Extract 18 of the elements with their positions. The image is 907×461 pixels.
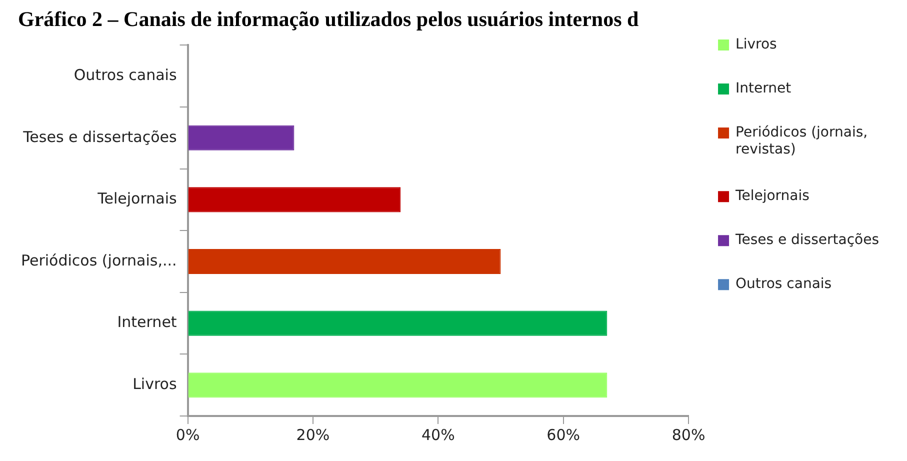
x-tick-label: 60% [546,426,580,444]
y-tick-label: Outros canais [74,66,177,84]
x-tick-label: 20% [296,426,330,444]
x-tick-label: 0% [176,426,200,444]
y-tick-label: Teses e dissertações [22,128,177,146]
legend-label: Internet [736,80,792,97]
y-tick-label: Periódicos (jornais,... [20,251,177,270]
y-tick-label: Internet [117,313,177,332]
x-tick-label: 80% [672,426,706,444]
y-tick-label: Livros [132,374,177,393]
legend-label: Teses e dissertações [734,232,880,248]
legend-label: Periódicos (jornais, revistas) [736,124,868,158]
chart-title: Gráfico 2 – Canais de informação utilizados pelos usuários internos d [18,7,640,32]
legend-label: Telejornais [734,188,810,204]
x-tick-label: 40% [421,426,455,444]
legend-label: Outros canais [736,276,832,292]
y-tick-label: Telejornais [96,190,177,208]
legend-label: Livros [736,36,777,53]
